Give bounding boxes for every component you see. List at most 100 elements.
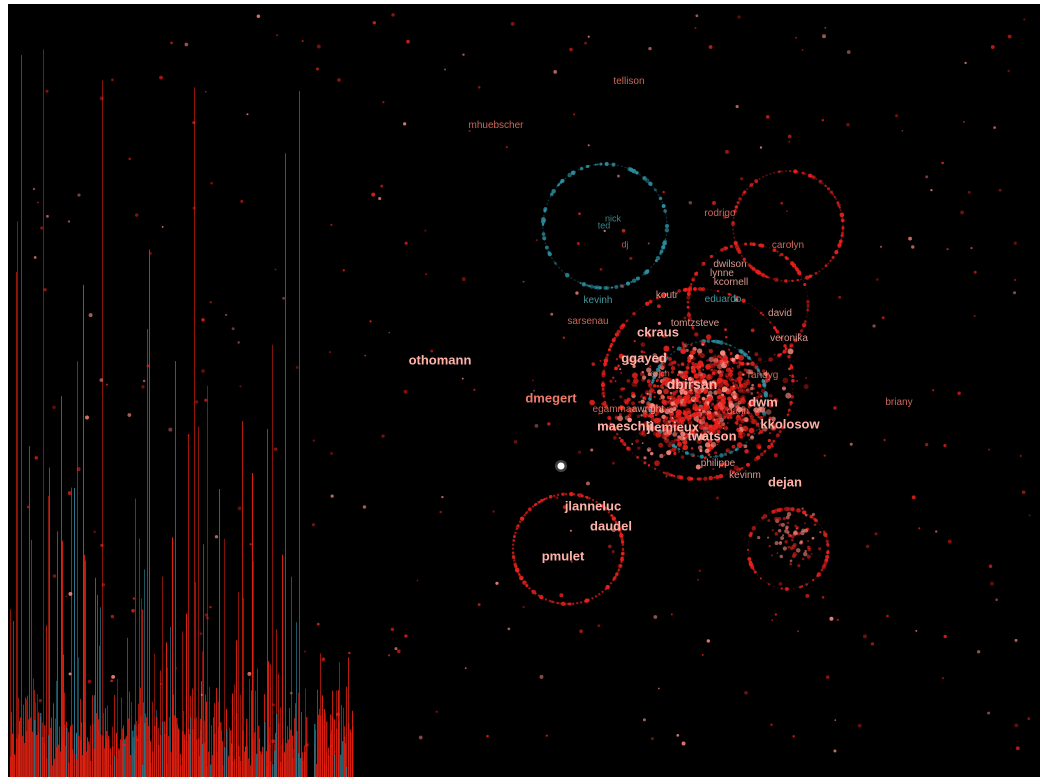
node-label-erich[interactable]: erich: [650, 368, 670, 379]
node-dot: [249, 543, 252, 546]
node-label-ckraus[interactable]: ckraus: [637, 324, 679, 340]
node-label-david[interactable]: david: [768, 308, 792, 319]
histogram-bar: [114, 755, 116, 777]
cluster-node: [721, 410, 726, 414]
node-label-maeschli[interactable]: maeschli: [597, 418, 653, 434]
cluster-node: [773, 398, 779, 404]
node-label-egamma[interactable]: egamma: [592, 404, 632, 415]
ring-node: [664, 227, 670, 233]
node-label-tomtzsteve[interactable]: tomtzsteve: [670, 318, 720, 329]
node-label-dj[interactable]: dj: [621, 239, 629, 250]
node-label-jlemieux[interactable]: jlemieux: [646, 419, 700, 435]
network-graph[interactable]: [8, 4, 1040, 777]
histogram-bar: [220, 722, 222, 777]
node-label-veronika[interactable]: veronika: [770, 333, 808, 344]
node-label-ggayed[interactable]: ggayed: [621, 350, 667, 366]
node-label-awright[interactable]: awright: [631, 404, 665, 415]
node-label-pmulet[interactable]: pmulet: [541, 548, 585, 564]
ring-node: [679, 475, 684, 480]
cluster-node: [649, 387, 655, 393]
node-label-dwm[interactable]: dwm: [748, 394, 778, 410]
node-label-lynne[interactable]: lynne: [710, 268, 734, 279]
histogram-bar: [342, 741, 344, 777]
histogram-bar: [228, 756, 230, 777]
node-dot: [584, 41, 587, 45]
cluster-node: [694, 393, 700, 399]
histogram-bar: [305, 688, 306, 777]
node-label-twatson[interactable]: twatson: [687, 428, 737, 444]
cluster-node: [780, 536, 784, 540]
ring-node: [723, 452, 728, 457]
node-label-tellison[interactable]: tellison: [613, 76, 645, 87]
ring-node: [611, 338, 616, 343]
node-label-eduardo[interactable]: eduardo: [704, 294, 742, 305]
histogram-bar: [249, 678, 250, 777]
node-label-kkolosow[interactable]: kkolosow: [760, 416, 820, 432]
node-label-carolyn[interactable]: carolyn: [771, 240, 805, 251]
histogram-bar: [160, 735, 162, 777]
histogram-bar: [240, 694, 241, 777]
node-label-nick[interactable]: nick: [604, 213, 622, 224]
node-dot: [316, 622, 320, 626]
cluster-node: [683, 399, 688, 404]
cluster-node: [718, 377, 724, 383]
histogram-bar: [72, 749, 74, 777]
ring-node: [768, 357, 773, 362]
cluster-node: [771, 444, 774, 448]
cluster-node: [675, 413, 680, 418]
cluster-node: [636, 414, 641, 419]
histogram-bar: [20, 717, 22, 777]
node-dot: [829, 616, 834, 621]
histogram-bar: [214, 733, 216, 777]
cluster-node: [716, 429, 721, 434]
histogram-bar: [341, 704, 342, 777]
node-label-sarsenau[interactable]: sarsenau: [567, 316, 609, 327]
cluster-node: [731, 436, 736, 442]
cluster-node: [659, 356, 665, 363]
node-label-rodrigo[interactable]: rodrigo: [704, 208, 736, 219]
ring-node: [741, 466, 744, 470]
ring-node: [829, 260, 832, 263]
node-label-othomann[interactable]: othomann: [408, 352, 472, 368]
node-label-dbirsan[interactable]: dbirsan: [666, 376, 718, 392]
histogram-bar: [124, 739, 126, 777]
ring-node: [619, 532, 622, 535]
cluster-node: [662, 334, 667, 339]
histogram-bar: [90, 760, 92, 777]
node-label-jlanneluc[interactable]: jlanneluc: [564, 498, 622, 514]
histogram-bar: [176, 718, 178, 777]
cluster-node: [682, 444, 689, 451]
cluster-node: [711, 355, 718, 361]
ring-node: [759, 577, 762, 580]
cluster-node: [649, 413, 655, 419]
node-dot: [403, 389, 408, 394]
histogram-bar: [252, 472, 253, 777]
ring-node: [824, 264, 828, 268]
node-dot: [911, 495, 916, 500]
node-label-dejan[interactable]: dejan: [768, 474, 802, 490]
node-label-kcornell[interactable]: kcornell: [713, 277, 749, 288]
visualization-canvas[interactable]: tellison mhuebscher ted nick rodrigo dj caroly…: [8, 4, 1040, 777]
histogram-bar: [222, 741, 223, 777]
node-label-kevinm[interactable]: kevinm: [729, 470, 761, 481]
cluster-node: [653, 395, 656, 398]
node-label-dwilson[interactable]: dwilson: [713, 259, 747, 270]
node-label-daudel[interactable]: daudel: [590, 518, 632, 534]
cluster-node: [620, 387, 624, 391]
cluster-node: [663, 352, 667, 356]
node-label-mhuebscher[interactable]: mhuebscher: [468, 120, 524, 131]
cluster-node: [701, 379, 708, 385]
node-label-randyg[interactable]: randyg: [747, 370, 779, 381]
histogram-bar: [278, 723, 280, 777]
cluster-node: [687, 419, 693, 426]
node-label-dmegert[interactable]: dmegert: [525, 390, 577, 406]
node-label-kevinh[interactable]: kevinh: [583, 295, 613, 306]
cluster-node: [700, 376, 705, 381]
node-label-darin[interactable]: darin: [726, 406, 750, 417]
node-label-philippe[interactable]: philippe: [700, 458, 736, 469]
cluster-node: [757, 383, 762, 388]
ring-node: [743, 190, 747, 194]
node-label-briany[interactable]: briany: [885, 397, 913, 408]
node-label-ted[interactable]: ted: [597, 220, 611, 231]
node-label-koutr[interactable]: koutr: [655, 290, 679, 301]
